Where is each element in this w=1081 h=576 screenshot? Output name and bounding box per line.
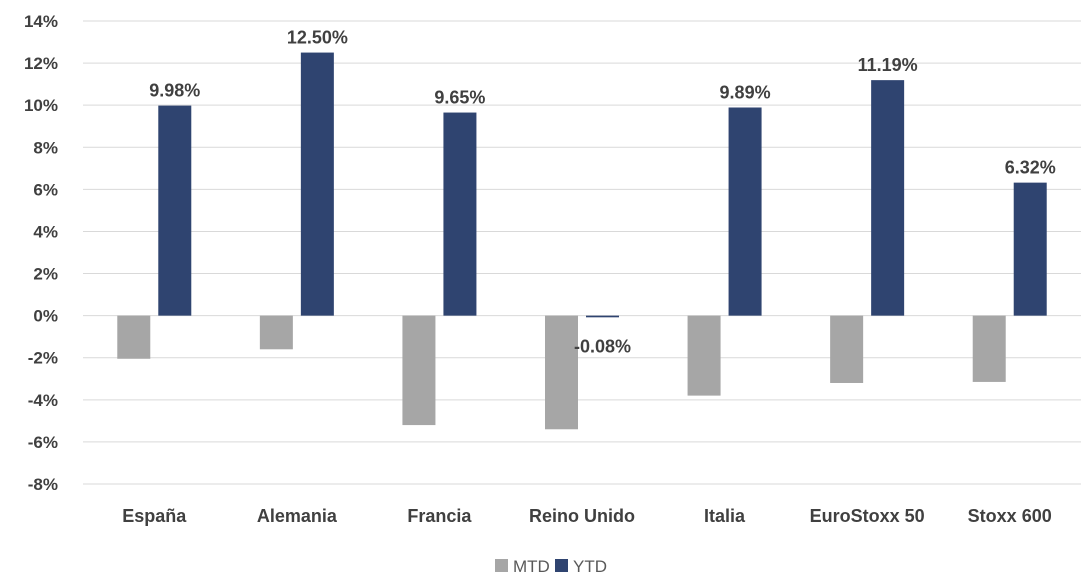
y-tick-label: 10% <box>24 96 58 115</box>
bar-mtd-2 <box>259 315 293 350</box>
y-tick-label: 6% <box>33 180 58 199</box>
x-category-label: Reino Unido <box>529 506 635 526</box>
data-label-ytd-2: 12.50% <box>287 28 348 48</box>
gridlines <box>83 20 1081 485</box>
y-tick-label: 12% <box>24 54 58 73</box>
legend-swatch-ytd <box>555 559 568 572</box>
data-label-ytd-5: 9.89% <box>720 82 771 102</box>
x-axis: España Alemania Francia Reino Unido Italia Eu… <box>122 506 1051 526</box>
y-tick-label: -2% <box>28 349 58 368</box>
data-label-ytd-6: 11.19% <box>858 55 918 75</box>
bar-mtd-1 <box>117 315 151 359</box>
data-labels: 9.98% 12.50% 9.65% -0.08% 9.89% 11.19% 6.32% <box>149 28 1055 357</box>
data-label-ytd-7: 6.32% <box>1005 158 1056 178</box>
y-tick-label: -8% <box>28 475 58 494</box>
bar-mtd-4 <box>545 315 578 430</box>
y-tick-label: -4% <box>28 391 58 410</box>
bar-mtd-7 <box>972 315 1006 382</box>
x-category-label: Italia <box>704 506 746 526</box>
bar-ytd-1 <box>158 105 192 316</box>
legend: MTD YTD <box>495 557 607 576</box>
bar-ytd-3 <box>443 112 477 316</box>
y-tick-label: 0% <box>33 307 58 326</box>
bars <box>117 52 1047 430</box>
y-tick-label: 4% <box>33 222 58 241</box>
y-tick-label: 8% <box>33 138 58 157</box>
x-category-label: España <box>122 506 187 526</box>
y-tick-label: 2% <box>33 265 58 284</box>
legend-label-mtd: MTD <box>513 557 550 576</box>
legend-swatch-mtd <box>495 559 508 572</box>
x-category-label: EuroStoxx 50 <box>810 506 925 526</box>
y-tick-label: -6% <box>28 433 58 452</box>
y-axis: 14% 12% 10% 8% 6% 4% 2% 0% -2% -4% -6% -8% <box>24 12 58 494</box>
data-label-ytd-3: 9.65% <box>434 88 485 108</box>
x-category-label: Stoxx 600 <box>968 506 1052 526</box>
bar-ytd-2 <box>300 52 334 316</box>
legend-label-ytd: YTD <box>573 557 607 576</box>
bar-mtd-6 <box>830 315 864 383</box>
x-category-label: Alemania <box>257 506 338 526</box>
data-label-ytd-4: -0.08% <box>574 337 631 357</box>
bar-ytd-5 <box>728 107 762 316</box>
bar-mtd-3 <box>402 315 436 426</box>
bar-mtd-5 <box>687 315 721 396</box>
x-category-label: Francia <box>407 506 472 526</box>
bar-ytd-4 <box>586 315 619 318</box>
data-label-ytd-1: 9.98% <box>149 81 200 101</box>
y-tick-label: 14% <box>24 12 58 31</box>
bar-ytd-6 <box>871 80 905 316</box>
bar-ytd-7 <box>1013 182 1047 316</box>
